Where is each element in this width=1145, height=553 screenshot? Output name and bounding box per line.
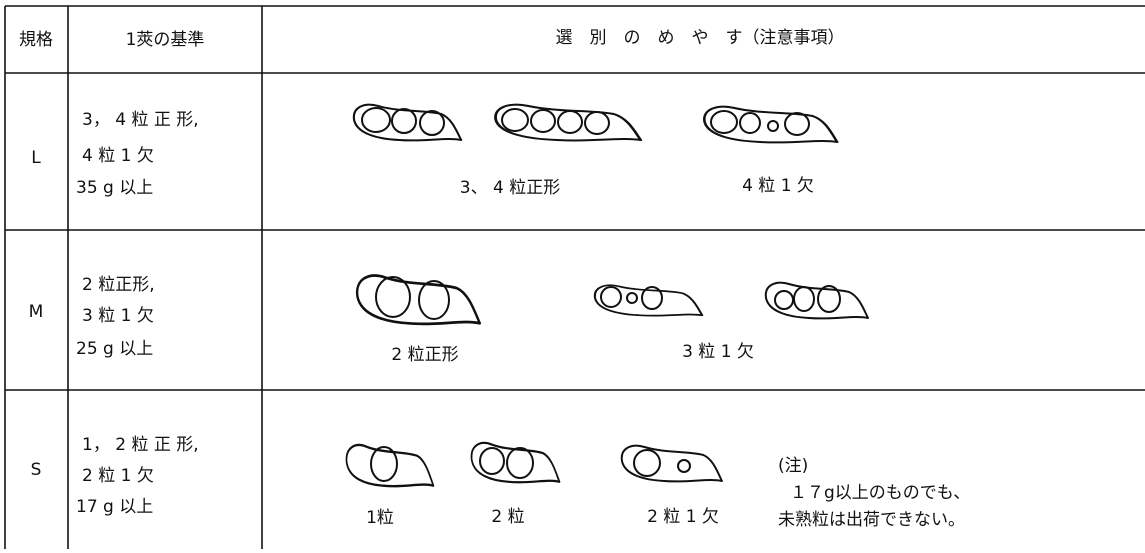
table-grid xyxy=(4,5,1145,549)
criteria-line: 3， 4 粒 正 形, xyxy=(82,110,199,130)
example-label: 3 粒 1 欠 xyxy=(682,342,754,362)
criteria-line: 17 g 以上 xyxy=(76,497,153,517)
header-cell: 選 別 の め や す（注意事項） xyxy=(556,28,845,48)
pod-drawing xyxy=(355,274,869,326)
criteria-line: 3 粒 1 欠 xyxy=(82,306,154,326)
criteria-line: 1， 2 粒 正 形, xyxy=(82,435,199,455)
grade: M xyxy=(29,302,44,322)
header-cell: 1莢の基準 xyxy=(126,30,205,50)
criteria-line: 4 粒 1 欠 xyxy=(82,146,154,166)
example-label: 3、 4 粒正形 xyxy=(460,178,560,198)
criteria-line: 2 粒正形, xyxy=(82,275,155,295)
pod-drawing xyxy=(345,441,723,488)
criteria-line: 25 g 以上 xyxy=(76,339,153,359)
note-line: (注) xyxy=(778,456,808,476)
header-cell: 規格 xyxy=(19,30,53,50)
example-label: 2 粒 1 欠 xyxy=(647,507,719,527)
criteria-line: 35 g 以上 xyxy=(76,178,153,198)
example-label: 2 粒 xyxy=(491,507,524,527)
criteria-line: 2 粒 1 欠 xyxy=(82,466,154,486)
grade: L xyxy=(31,148,41,168)
example-label: 4 粒 1 欠 xyxy=(742,176,814,196)
example-label: 1粒 xyxy=(366,508,394,528)
grade: S xyxy=(31,460,42,480)
pod-drawing xyxy=(352,103,839,144)
example-label: 2 粒正形 xyxy=(391,345,458,365)
note-line: １７g以上のものでも、 xyxy=(790,483,970,503)
note-line: 未熟粒は出荷できない。 xyxy=(778,509,965,530)
